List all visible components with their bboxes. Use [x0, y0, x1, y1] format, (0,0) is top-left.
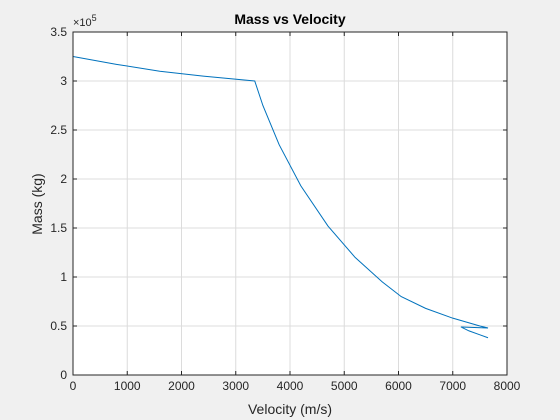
x-tick-label: 6000: [385, 379, 412, 393]
chart-title: Mass vs Velocity: [234, 11, 346, 27]
x-tick-label: 1000: [114, 379, 141, 393]
y-tick-label: 3.5: [50, 25, 67, 39]
tick-labels: 0 1000 2000 3000 4000 5000 6000 7000 8000 0 0.5 1 1.…: [50, 25, 520, 393]
y-axis-multiplier: ×105: [73, 13, 97, 29]
y-tick-label: 0.5: [50, 319, 67, 333]
y-tick-label: 2.5: [50, 123, 67, 137]
x-tick-label: 0: [70, 379, 77, 393]
series-line: [72, 56, 489, 339]
x-tick-label: 5000: [331, 379, 358, 393]
y-multiplier-base: ×10: [73, 17, 92, 29]
series-layer: [72, 56, 489, 339]
y-tick-label: 2: [60, 172, 67, 186]
x-tick-label: 4000: [277, 379, 304, 393]
y-tick-label: 1: [60, 270, 67, 284]
axes: [72, 31, 508, 376]
y-tick-label: 3: [60, 74, 67, 88]
x-axis-label: Velocity (m/s): [248, 401, 332, 417]
y-tick-label: 1.5: [50, 221, 67, 235]
y-axis-label: Mass (kg): [29, 173, 45, 234]
x-tick-label: 2000: [168, 379, 195, 393]
y-multiplier-exponent: 5: [92, 13, 97, 23]
x-tick-label: 3000: [222, 379, 249, 393]
x-tick-label: 7000: [439, 379, 466, 393]
y-tick-label: 0: [60, 368, 67, 382]
x-tick-label: 8000: [494, 379, 521, 393]
